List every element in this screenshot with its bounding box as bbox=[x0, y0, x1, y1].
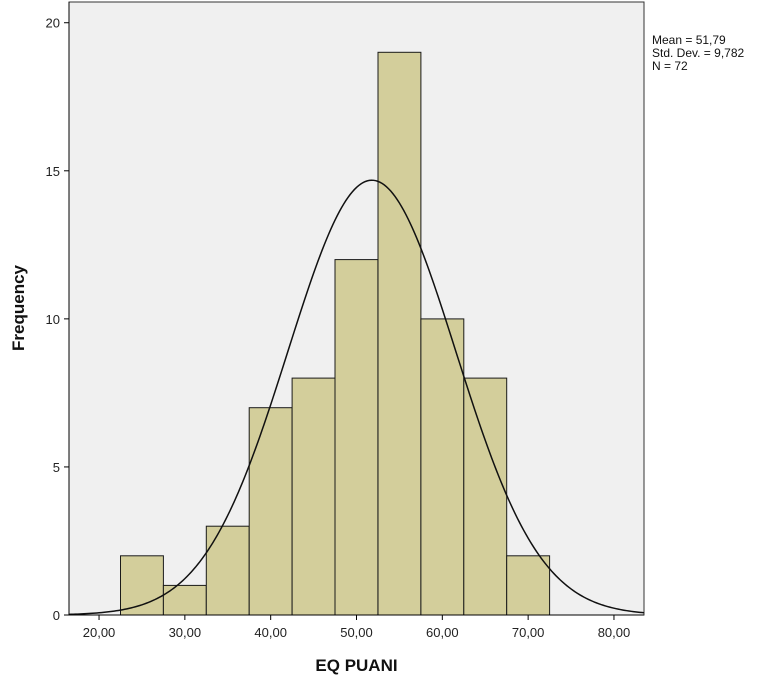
histogram-bar-10 bbox=[506, 555, 551, 616]
histogram-bars bbox=[120, 51, 551, 616]
x-tick-label: 20,00 bbox=[83, 625, 116, 640]
normal-curve bbox=[68, 179, 645, 616]
histogram-bar-5 bbox=[291, 377, 336, 616]
histogram-bar-8 bbox=[420, 318, 465, 616]
histogram-bar-7 bbox=[377, 51, 422, 616]
x-axis-ticks: 20,00 30,00 40,00 50,00 60,00 70,00 80,00 bbox=[83, 615, 630, 640]
stat-std-dev: Std. Dev. = 9,782 bbox=[652, 46, 745, 60]
stat-n: N = 72 bbox=[652, 59, 688, 73]
histogram-bar-4 bbox=[248, 407, 293, 616]
stat-mean: Mean = 51,79 bbox=[652, 33, 726, 47]
x-tick-label: 80,00 bbox=[598, 625, 631, 640]
histogram-bar-6 bbox=[334, 259, 379, 616]
histogram-bar-1 bbox=[120, 555, 164, 616]
x-axis-title: EQ PUANI bbox=[315, 656, 397, 675]
histogram-bar-9 bbox=[463, 377, 508, 616]
y-tick-label: 20 bbox=[46, 16, 60, 31]
histogram-bar-2 bbox=[162, 584, 207, 616]
y-tick-label: 0 bbox=[53, 608, 60, 623]
summary-statistics: Mean = 51,79 Std. Dev. = 9,782 N = 72 bbox=[652, 34, 744, 73]
y-axis-title: Frequency bbox=[9, 264, 28, 351]
y-tick-label: 15 bbox=[46, 164, 60, 179]
y-tick-label: 10 bbox=[46, 312, 60, 327]
y-axis-ticks: 0 5 10 15 20 bbox=[46, 16, 69, 623]
x-tick-label: 50,00 bbox=[340, 625, 373, 640]
x-tick-label: 60,00 bbox=[426, 625, 459, 640]
histogram-bar-3 bbox=[205, 525, 250, 616]
x-tick-label: 30,00 bbox=[169, 625, 202, 640]
x-tick-label: 70,00 bbox=[512, 625, 545, 640]
x-tick-label: 40,00 bbox=[254, 625, 287, 640]
y-tick-label: 5 bbox=[53, 460, 60, 475]
